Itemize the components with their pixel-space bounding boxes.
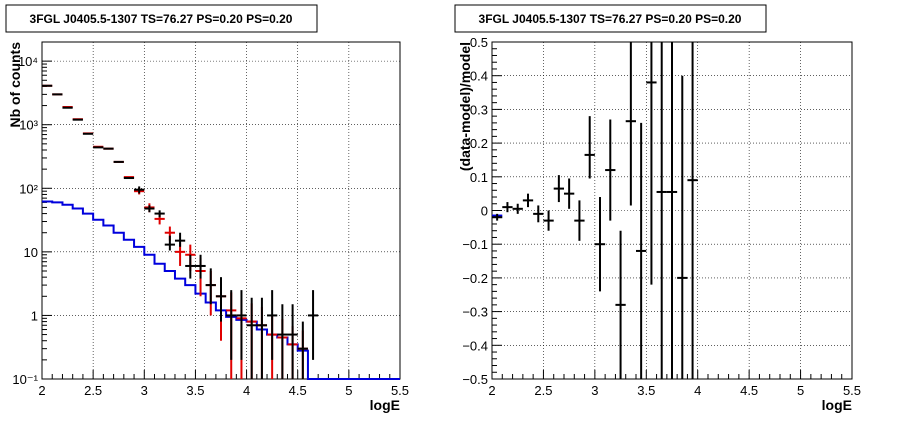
right-y-tick-label: 0 — [481, 204, 488, 219]
residual-point — [677, 75, 688, 379]
right-x-tick-label: 3 — [591, 383, 598, 398]
black-data-point — [174, 232, 186, 247]
right-y-tick-label: −0.2 — [462, 271, 488, 286]
left-y-tick-label: 1 — [31, 308, 38, 323]
left-black-series — [42, 84, 319, 379]
residual-point — [605, 119, 616, 221]
left-x-tick-label: 5 — [345, 383, 352, 398]
right-title: 3FGL J0405.5-1307 TS=76.27 PS=0.20 PS=0.… — [479, 12, 742, 26]
right-y-tick-label: −0.3 — [462, 305, 488, 320]
black-data-point — [277, 304, 288, 379]
right-x-axis-title: logE — [822, 397, 852, 413]
black-data-point — [246, 297, 257, 379]
left-x-tick-label: 3 — [141, 383, 148, 398]
residual-point — [687, 42, 698, 379]
right-y-tick-label: 0.4 — [470, 69, 488, 84]
residual-point — [656, 42, 667, 379]
left-y-tick-label: 10⁻¹ — [12, 372, 38, 387]
black-data-point — [164, 235, 175, 251]
left-red-series — [42, 84, 308, 379]
right-x-tick-label: 5 — [797, 383, 804, 398]
left-panel: 3FGL J0405.5-1307 TS=76.27 PS=0.20 PS=0.… — [5, 4, 409, 413]
black-data-point — [226, 290, 237, 360]
black-data-point — [134, 186, 145, 194]
left-title: 3FGL J0405.5-1307 TS=76.27 PS=0.20 PS=0.… — [30, 12, 293, 26]
residual-point — [533, 205, 544, 223]
right-y-tick-label: −0.4 — [462, 338, 488, 353]
left-y-tick-label: 10² — [19, 181, 38, 196]
left-y-ticks: 10⁻¹ 1 10 10² 10³ 10⁴ — [12, 54, 52, 387]
left-title-box — [5, 4, 318, 33]
left-x-tick-label: 2.5 — [84, 383, 102, 398]
residual-point — [553, 175, 564, 203]
black-data-point — [256, 297, 268, 379]
residual-point — [522, 193, 534, 208]
left-y-tick-label: 10 — [24, 245, 38, 260]
right-y-tick-label: 0.1 — [470, 170, 488, 185]
residual-point — [543, 210, 554, 231]
residual-point — [574, 200, 585, 241]
black-data-point — [144, 205, 155, 213]
residual-point — [625, 42, 636, 206]
left-x-tick-label: 4.5 — [289, 383, 307, 398]
residual-point — [666, 42, 678, 379]
left-x-tick-label: 2 — [38, 383, 45, 398]
residual-point — [564, 178, 575, 209]
residual-point — [584, 116, 595, 179]
right-title-box — [454, 4, 767, 33]
residual-point — [646, 42, 657, 285]
left-y-tick-label: 10³ — [19, 118, 38, 133]
left-x-tick-label: 3.5 — [186, 383, 204, 398]
right-x-tick-label: 2 — [488, 383, 495, 398]
right-y-tick-label: 0.5 — [470, 35, 488, 50]
left-plot-frame — [41, 41, 401, 380]
black-data-point — [267, 290, 278, 360]
right-x-tick-label: 5.5 — [843, 383, 861, 398]
right-y-ticks: −0.5 −0.4 −0.3 −0.2 −0.1 0 0.1 0.2 0.3 0.4 0.5 — [462, 35, 502, 387]
black-data-point — [195, 254, 206, 279]
right-y-tick-label: −0.1 — [462, 237, 488, 252]
residual-point — [615, 230, 626, 379]
black-data-point — [215, 277, 227, 322]
black-data-point — [154, 210, 165, 218]
left-y-axis-title: Nb of counts — [7, 42, 23, 128]
black-data-point — [287, 304, 298, 379]
right-y-axis-title: (data-model)/model — [457, 42, 473, 171]
right-x-ticks: 2 2.5 3 3.5 4 4.5 5 5.5 — [488, 370, 861, 398]
left-x-axis-title: logE — [370, 397, 400, 413]
left-x-ticks: 2 2.5 3 3.5 4 4.5 5 5.5 — [38, 370, 409, 398]
right-residual-series — [492, 42, 698, 379]
right-y-tick-label: 0.3 — [470, 102, 488, 117]
left-y-tick-label: 10⁴ — [18, 54, 38, 69]
black-data-point — [205, 268, 216, 305]
black-data-point — [236, 290, 247, 360]
residual-point — [636, 122, 647, 379]
left-x-tick-label: 4 — [243, 383, 250, 398]
left-grid — [42, 42, 400, 379]
right-x-tick-label: 3.5 — [637, 383, 655, 398]
right-panel: 3FGL J0405.5-1307 TS=76.27 PS=0.20 PS=0.… — [454, 4, 861, 413]
residual-point — [502, 202, 513, 213]
residual-point — [492, 213, 503, 221]
black-data-point — [297, 321, 308, 379]
right-x-tick-label: 2.5 — [534, 383, 552, 398]
black-data-point — [185, 254, 196, 279]
right-y-tick-label: 0.2 — [470, 136, 488, 151]
black-data-point — [307, 290, 319, 360]
right-x-tick-label: 4.5 — [740, 383, 758, 398]
residual-point — [594, 197, 606, 292]
residual-point — [512, 203, 523, 214]
right-x-tick-label: 4 — [694, 383, 701, 398]
right-y-tick-label: −0.5 — [462, 372, 488, 387]
left-x-tick-label: 5.5 — [391, 383, 409, 398]
